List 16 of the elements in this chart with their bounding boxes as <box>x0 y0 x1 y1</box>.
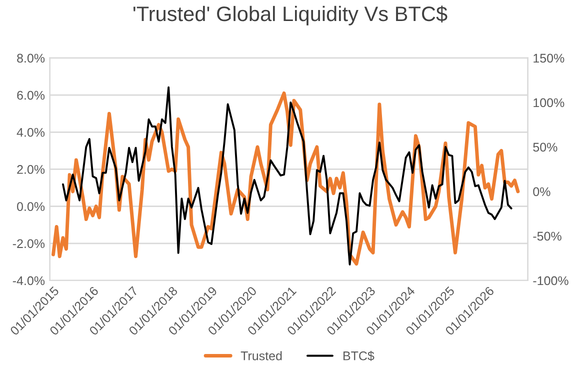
y-tick-label: -4.0% <box>12 276 45 286</box>
legend-label: BTC$ <box>344 350 374 362</box>
y-tick-label: -2.0% <box>12 239 45 248</box>
legend-label: Trusted <box>240 351 282 360</box>
y2-tick-label: 50% <box>533 142 558 152</box>
chart-title: 'Trusted' Global Liquidity Vs BTC$ <box>133 6 448 26</box>
y2-tick-label: -100% <box>533 276 568 286</box>
y-tick-label: 4.0% <box>16 128 45 137</box>
y2-tick-label: 100% <box>534 98 564 108</box>
y2-tick-label: 0% <box>533 187 550 196</box>
y-tick-label: 0.0% <box>17 202 45 211</box>
y2-tick-label: -50% <box>533 232 562 241</box>
y-tick-label: 6.0% <box>17 90 45 100</box>
y2-tick-label: 150% <box>534 54 564 63</box>
y-tick-label: 8.0% <box>17 54 45 63</box>
y-tick-label: 2.0% <box>17 165 45 174</box>
